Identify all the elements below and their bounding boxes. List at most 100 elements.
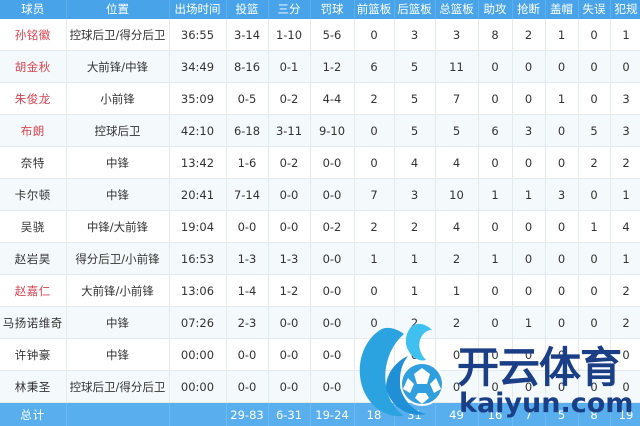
- column-header-fg[interactable]: 投篮: [226, 0, 269, 19]
- cell-min: 35:09: [169, 82, 227, 115]
- total-ft: 19-24: [310, 402, 355, 426]
- cell-position: 控球后卫: [66, 114, 170, 147]
- cell-stl: 0: [512, 146, 546, 179]
- cell-oreb: 0: [354, 338, 395, 371]
- cell-ast: 0: [478, 338, 513, 371]
- cell-tov: 0: [578, 178, 611, 211]
- cell-fg: 0-0: [226, 370, 269, 403]
- cell-oreb: 6: [354, 50, 395, 83]
- cell-stl: 3: [512, 114, 546, 147]
- cell-dreb: 2: [394, 306, 436, 339]
- cell-position: 大前锋/小前锋: [66, 274, 170, 307]
- cell-position: 中锋/大前锋: [66, 210, 170, 243]
- cell-treb: 4: [435, 210, 479, 243]
- cell-oreb: 0: [354, 306, 395, 339]
- cell-ft: 0-0: [310, 274, 355, 307]
- cell-min: 16:53: [169, 242, 227, 275]
- cell-tov: 1: [578, 210, 611, 243]
- cell-pf: 2: [610, 306, 640, 339]
- cell-player-name[interactable]: 许钟豪: [0, 338, 67, 371]
- column-header-treb[interactable]: 总篮板: [435, 0, 479, 19]
- cell-blk: 0: [545, 146, 579, 179]
- column-header-turnovers[interactable]: 失误: [578, 0, 611, 19]
- cell-treb: 0: [435, 338, 479, 371]
- cell-player-name[interactable]: 吴骁: [0, 210, 67, 243]
- column-header-blocks[interactable]: 盖帽: [545, 0, 579, 19]
- cell-ft: 0-2: [310, 210, 355, 243]
- cell-ast: 0: [478, 210, 513, 243]
- total-oreb: 18: [354, 402, 395, 426]
- cell-min: 13:06: [169, 274, 227, 307]
- cell-fg: 1-3: [226, 242, 269, 275]
- cell-pf: 2: [610, 274, 640, 307]
- cell-tov: 0: [578, 370, 611, 403]
- cell-treb: 2: [435, 306, 479, 339]
- cell-treb: 4: [435, 146, 479, 179]
- total-pf: 19: [610, 402, 640, 426]
- cell-ast: 8: [478, 19, 513, 51]
- column-header-3pt[interactable]: 三分: [268, 0, 311, 19]
- cell-blk: 0: [545, 306, 579, 339]
- cell-tov: 2: [578, 146, 611, 179]
- column-header-dreb[interactable]: 后篮板: [394, 0, 436, 19]
- total-stl: 7: [512, 402, 546, 426]
- cell-ft: 0-0: [310, 242, 355, 275]
- column-header-ft[interactable]: 罚球: [310, 0, 355, 19]
- cell-tp: 0-0: [268, 370, 311, 403]
- total-fg: 29-83: [226, 402, 269, 426]
- cell-player-name[interactable]: 布朗: [0, 114, 67, 147]
- cell-player-name[interactable]: 赵岩昊: [0, 242, 67, 275]
- cell-stl: 0: [512, 370, 546, 403]
- cell-ft: 1-2: [310, 50, 355, 83]
- table-header: 球员 位置 出场时间 投篮 三分 罚球 前篮板 后篮板 总篮板 助攻 抢断 盖帽…: [0, 0, 640, 19]
- cell-min: 07:26: [169, 306, 227, 339]
- cell-player-name[interactable]: 林秉圣: [0, 370, 67, 403]
- cell-fg: 3-14: [226, 19, 269, 51]
- cell-player-name[interactable]: 马扬诺维奇: [0, 306, 67, 339]
- cell-player-name[interactable]: 胡金秋: [0, 50, 67, 83]
- cell-min: 00:00: [169, 370, 227, 403]
- cell-stl: 0: [512, 82, 546, 115]
- cell-ft: 0-0: [310, 370, 355, 403]
- cell-ast: 0: [478, 146, 513, 179]
- cell-oreb: 0: [354, 274, 395, 307]
- cell-tp: 1-3: [268, 242, 311, 275]
- cell-player-name[interactable]: 朱俊龙: [0, 82, 67, 115]
- column-header-fouls[interactable]: 犯规: [610, 0, 640, 19]
- cell-tp: 0-2: [268, 82, 311, 115]
- cell-dreb: 0: [394, 338, 436, 371]
- cell-ft: 0-0: [310, 306, 355, 339]
- column-header-oreb[interactable]: 前篮板: [354, 0, 395, 19]
- column-header-steals[interactable]: 抢断: [512, 0, 546, 19]
- cell-ast: 0: [478, 274, 513, 307]
- cell-blk: 0: [545, 114, 579, 147]
- cell-stl: 2: [512, 19, 546, 51]
- cell-tp: 3-11: [268, 114, 311, 147]
- cell-blk: 3: [545, 178, 579, 211]
- column-header-minutes[interactable]: 出场时间: [169, 0, 227, 19]
- column-header-assists[interactable]: 助攻: [478, 0, 513, 19]
- cell-oreb: 2: [354, 210, 395, 243]
- cell-player-name[interactable]: 卡尔顿: [0, 178, 67, 211]
- cell-player-name[interactable]: 奈特: [0, 146, 67, 179]
- cell-blk: 1: [545, 19, 579, 51]
- cell-player-name[interactable]: 赵嘉仁: [0, 274, 67, 307]
- cell-player-name[interactable]: 孙铭徽: [0, 19, 67, 51]
- column-header-position[interactable]: 位置: [66, 0, 170, 19]
- column-header-player[interactable]: 球员: [0, 0, 67, 19]
- cell-ast: 0: [478, 82, 513, 115]
